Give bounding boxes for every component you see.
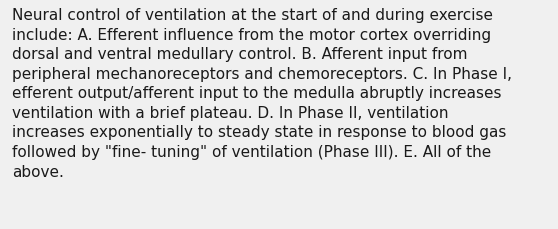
- Text: Neural control of ventilation at the start of and during exercise
include: A. Ef: Neural control of ventilation at the sta…: [12, 8, 512, 179]
